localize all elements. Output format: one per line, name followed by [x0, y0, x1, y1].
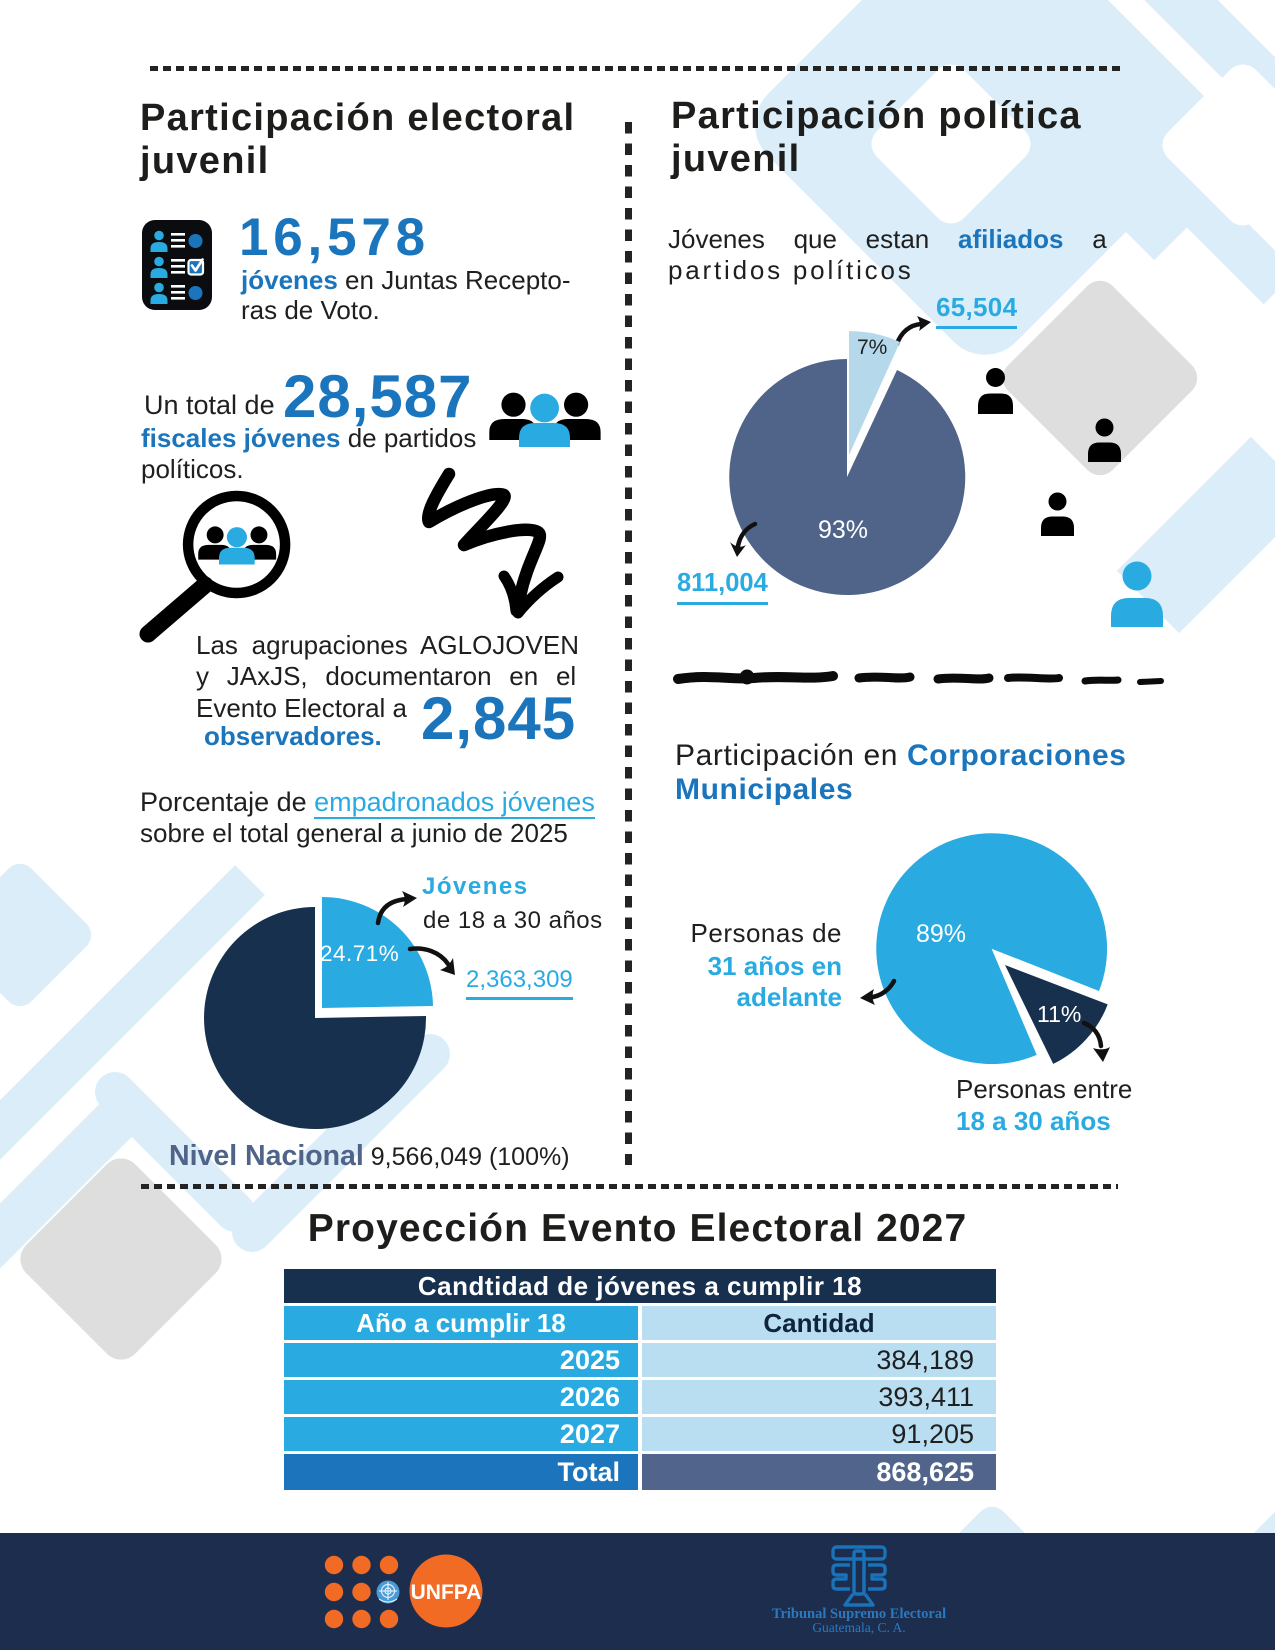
svg-text:Guatemala, C. A.: Guatemala, C. A.	[812, 1620, 905, 1635]
svg-text:UNFPA: UNFPA	[411, 1581, 482, 1604]
svg-text:Tribunal Supremo Electoral: Tribunal Supremo Electoral	[772, 1606, 946, 1622]
